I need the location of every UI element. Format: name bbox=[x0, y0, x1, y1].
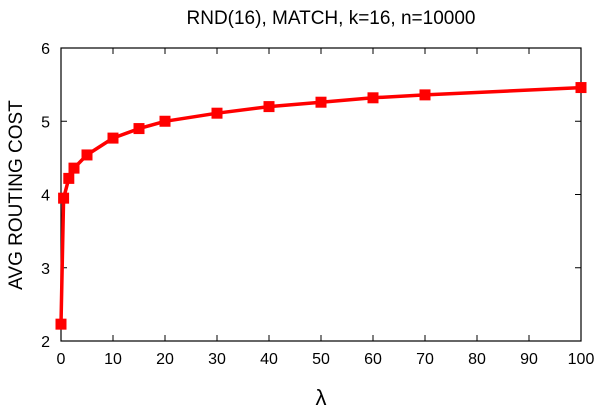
y-tick-label: 5 bbox=[41, 114, 50, 131]
x-tick-label: 90 bbox=[520, 351, 538, 368]
data-point-marker bbox=[575, 82, 587, 94]
x-tick-label: 50 bbox=[312, 351, 330, 368]
data-point-marker bbox=[315, 96, 327, 108]
y-axis-label: AVG ROUTING COST bbox=[6, 100, 27, 290]
x-tick-label: 60 bbox=[364, 351, 382, 368]
data-point-marker bbox=[211, 107, 223, 119]
x-tick-label: 20 bbox=[156, 351, 174, 368]
y-tick-label: 2 bbox=[41, 334, 50, 351]
x-tick-label: 70 bbox=[416, 351, 434, 368]
data-point-marker bbox=[68, 162, 80, 174]
x-axis: 0 10 20 30 40 50 60 70 80 90 100 bbox=[57, 48, 595, 368]
data-point-marker bbox=[133, 123, 145, 135]
data-point-marker bbox=[263, 101, 275, 113]
x-tick-label: 0 bbox=[57, 351, 66, 368]
series-layer bbox=[55, 82, 587, 330]
y-tick-label: 6 bbox=[41, 41, 50, 58]
y-tick-label: 3 bbox=[41, 261, 50, 278]
data-point-marker bbox=[58, 192, 70, 204]
data-point-marker bbox=[63, 172, 75, 184]
data-point-marker bbox=[367, 92, 379, 104]
y-axis: 2 3 4 5 6 bbox=[41, 41, 581, 351]
data-point-marker bbox=[419, 89, 431, 101]
y-tick-label: 4 bbox=[41, 188, 50, 205]
data-point-marker bbox=[107, 132, 119, 144]
x-tick-label: 40 bbox=[260, 351, 278, 368]
x-tick-label: 30 bbox=[208, 351, 226, 368]
x-tick-label: 10 bbox=[104, 351, 122, 368]
chart-title: RND(16), MATCH, k=16, n=10000 bbox=[187, 8, 476, 29]
x-tick-label: 80 bbox=[468, 351, 486, 368]
data-point-marker bbox=[55, 318, 67, 330]
x-axis-label: λ bbox=[316, 385, 327, 410]
data-point-marker bbox=[159, 115, 171, 127]
data-point-marker bbox=[81, 149, 93, 161]
x-tick-label: 100 bbox=[568, 351, 595, 368]
